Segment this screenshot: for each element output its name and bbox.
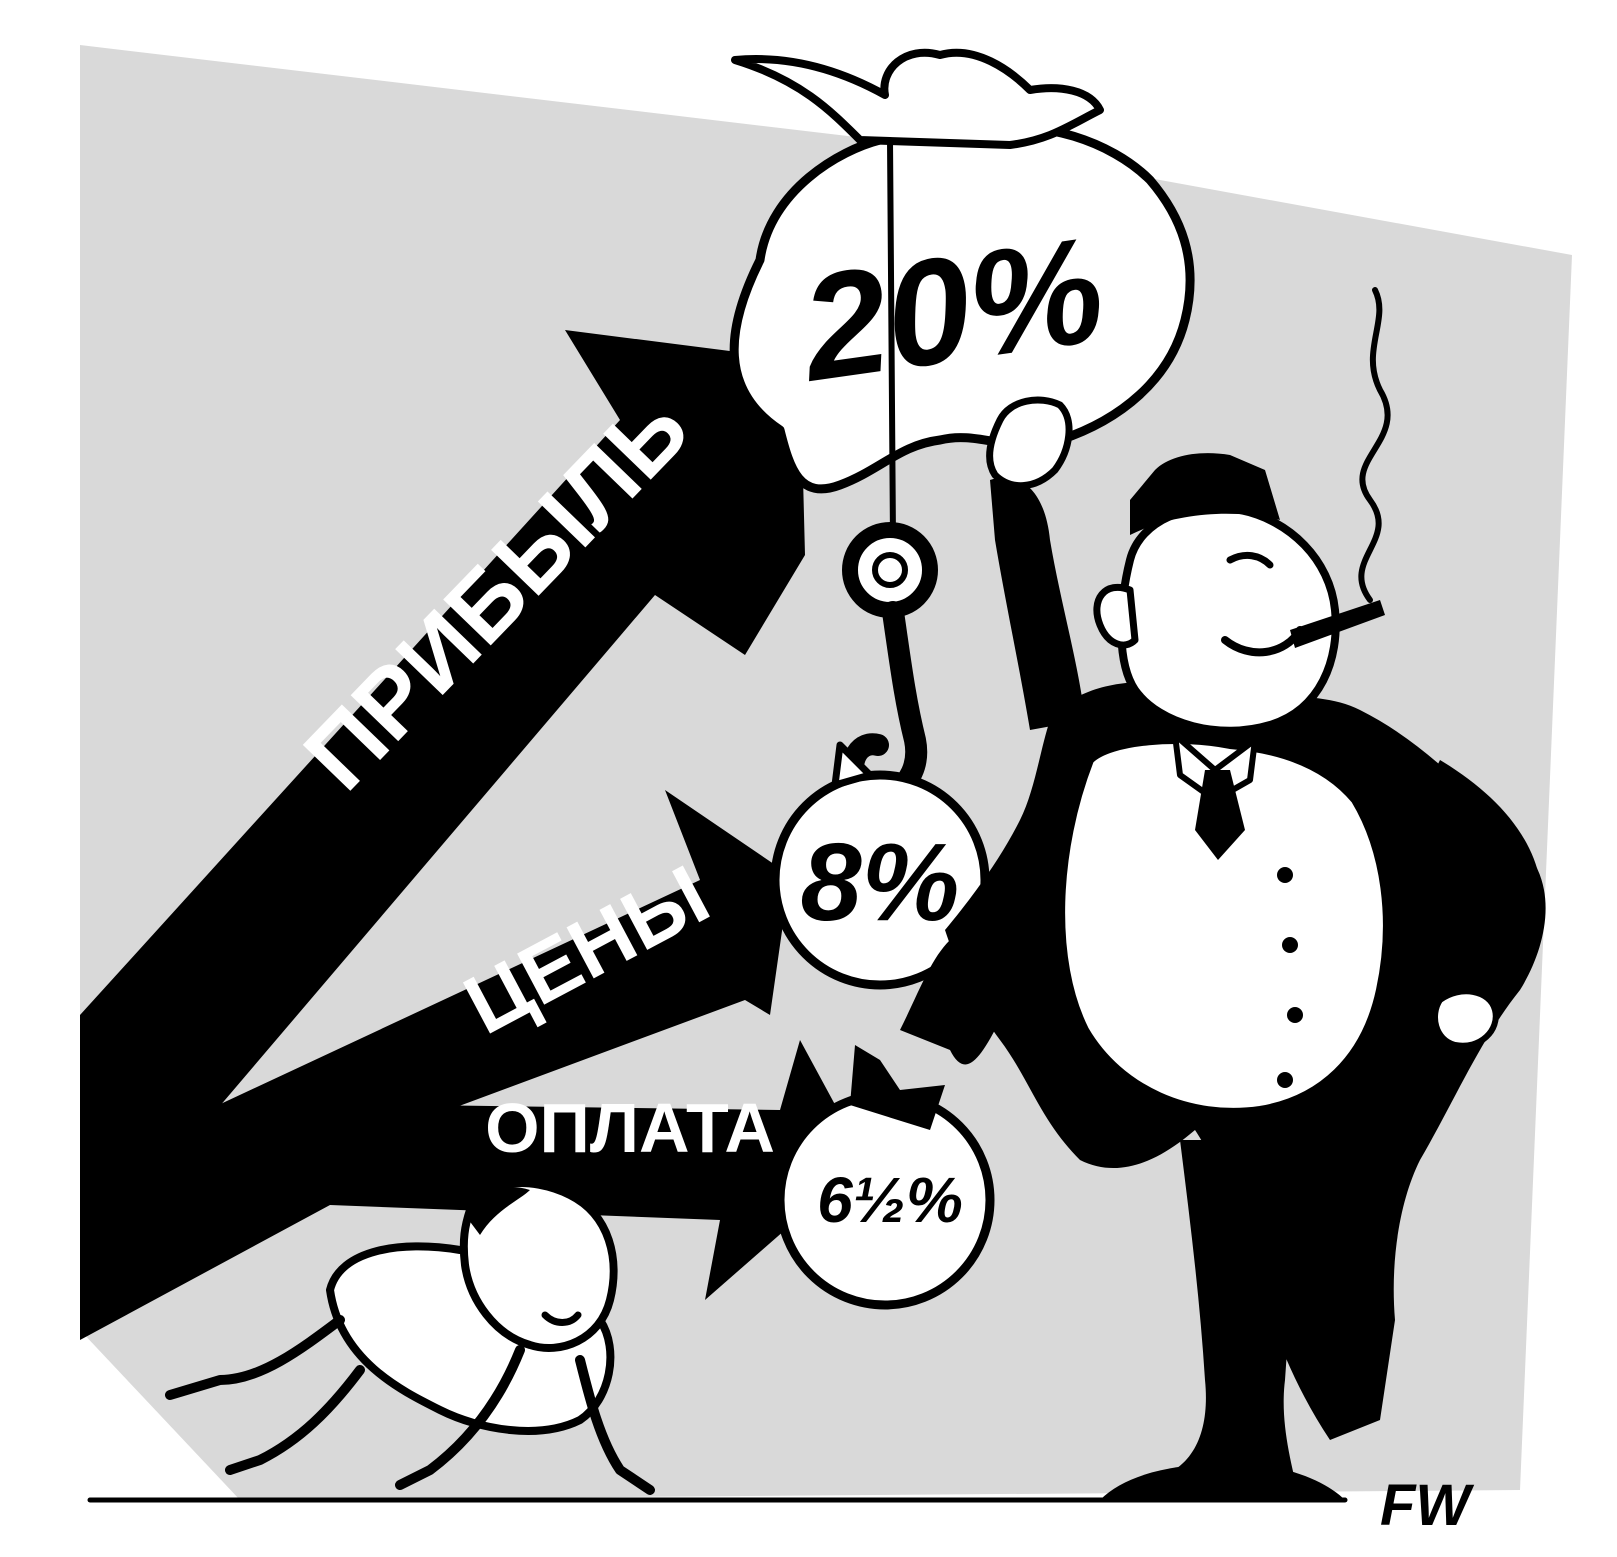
poor-man-arm-front (575, 1355, 655, 1495)
rich-man-leg-left (900, 940, 1000, 1065)
cigar-smoke (1358, 287, 1391, 603)
money-bag (729, 123, 1195, 494)
waistcoat-button (1287, 1007, 1303, 1023)
waistcoat-button (1277, 1072, 1293, 1088)
poor-man-hair (465, 1186, 530, 1235)
middle-weight-label: 8% (801, 821, 960, 944)
bottom-weight-handle (850, 1045, 945, 1130)
rich-man-shoe (1100, 1463, 1345, 1500)
bag-percent-label: 20% (789, 204, 1113, 413)
rich-man-eye (1226, 551, 1274, 569)
money-bag-knot (731, 48, 1104, 149)
poor-man-leg-back (225, 1365, 365, 1475)
waistcoat-button (1282, 937, 1298, 953)
poor-man-leg (165, 1315, 345, 1400)
rich-man-head (1117, 503, 1340, 735)
poor-man-head (459, 1179, 618, 1352)
poor-man-arm (395, 1345, 525, 1490)
artist-signature: FW (1380, 1473, 1474, 1538)
bag-string (887, 137, 896, 543)
rich-man-tie (1195, 770, 1245, 860)
rich-man-hip-arm (1420, 760, 1541, 980)
waistcoat-button (1277, 867, 1293, 883)
pay-arrow-label: ОПЛАТА (485, 1089, 775, 1167)
poor-man-mouth (541, 1311, 582, 1326)
rich-man-leg-right (1110, 1140, 1310, 1500)
rich-man-ear (1093, 584, 1139, 649)
middle-weight-top (831, 741, 874, 789)
rich-man-raised-arm (990, 477, 1085, 730)
rich-man-waistcoat (1057, 736, 1391, 1116)
rich-man-cigar (1290, 600, 1385, 648)
rich-man-hat (1130, 453, 1280, 535)
pay-arrow (80, 1040, 865, 1340)
rich-man-hand (986, 396, 1073, 490)
rich-man-hip-hand (1432, 988, 1499, 1049)
ring-hole (872, 552, 908, 588)
bottom-weight-label: 6½% (817, 1164, 963, 1236)
profit-arrow (80, 330, 805, 1290)
